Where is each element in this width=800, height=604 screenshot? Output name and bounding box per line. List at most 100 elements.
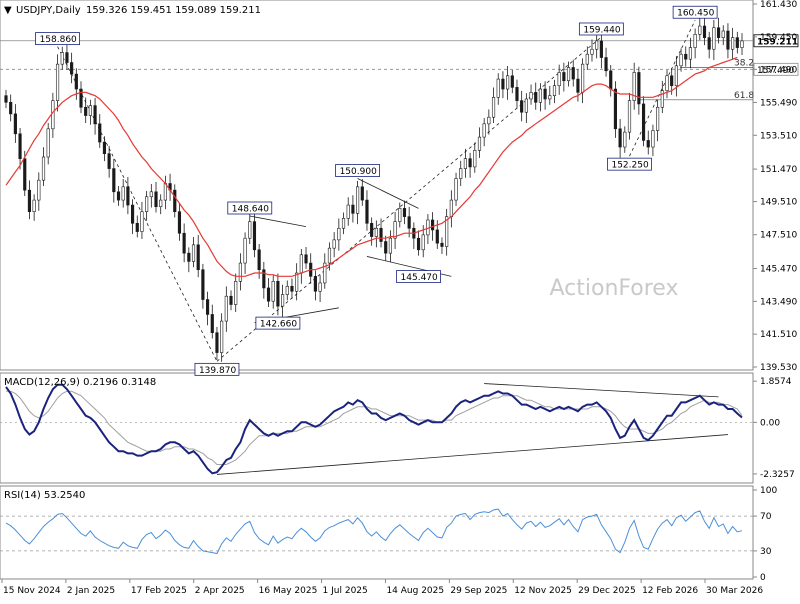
candle-body: [327, 247, 332, 264]
price-y-tick-label: 139.530: [760, 363, 797, 373]
candle-body: [145, 196, 149, 212]
candle-body: [618, 128, 622, 148]
x-tick-label: 17 Feb 2025: [131, 586, 187, 596]
candle-body: [341, 218, 346, 229]
candle-body: [735, 37, 739, 48]
candle-body: [651, 130, 655, 148]
price-label-box: [227, 201, 273, 215]
candle-body: [674, 65, 678, 87]
candle-body: [98, 123, 102, 143]
candle-body: [51, 100, 55, 130]
x-tick-label: 12 Nov 2025: [514, 586, 572, 596]
candle-body: [524, 98, 528, 113]
price-y-tick-label: 149.510: [760, 198, 797, 208]
fib-level-label: 61.8: [734, 91, 754, 101]
macd-y-tick-label: 0.00: [760, 418, 780, 428]
macd-trend-line: [216, 434, 728, 475]
candle-body: [557, 72, 561, 87]
candle-body: [538, 88, 543, 103]
candle-body: [248, 221, 252, 239]
macd-trend-line: [484, 383, 719, 398]
candle-body: [506, 75, 510, 90]
rsi-y-tick-label: 30: [760, 547, 772, 557]
candle-body: [13, 113, 17, 135]
price-y-tick-label: 143.490: [760, 297, 797, 307]
candle-body: [604, 57, 608, 72]
macd-group: 1.8574 0.00 -2.3257: [0, 377, 795, 480]
candle-body: [632, 72, 636, 101]
candle-body: [590, 48, 594, 55]
candle-body: [712, 27, 716, 50]
candle-body: [210, 314, 214, 333]
candle-body: [299, 254, 303, 274]
price-label-box: [335, 164, 380, 177]
x-tick-label: 15 Nov 2024: [3, 586, 61, 596]
candle-body: [41, 156, 46, 181]
candle-body: [159, 199, 163, 208]
candle-body: [37, 179, 41, 201]
candle-body: [407, 216, 411, 229]
candle-body: [276, 281, 280, 307]
x-tick-label: 1 Jul 2025: [323, 586, 368, 596]
candle-body: [402, 208, 407, 217]
price-level-tag: 159.211: [757, 37, 798, 47]
candle-body: [707, 37, 711, 50]
price-y-tick-label: 161.430: [760, 0, 797, 10]
candle-body: [262, 269, 266, 289]
x-tick-label: 30 Mar 2026: [706, 586, 763, 596]
price-trend-line: [357, 178, 419, 209]
candle-body: [323, 262, 327, 284]
candle-body: [130, 204, 135, 224]
price-labels: 158.860 139.870 148.640 142.660 150.900 145.4…: [35, 5, 718, 376]
candle-body: [609, 70, 613, 90]
rsi-y-tick-label: 100: [760, 486, 777, 496]
price-y-axis: 161.430 159.450 157.490 155.490 153.510 151.4…: [753, 0, 797, 373]
rsi-group: 100 70 30 0: [0, 486, 777, 583]
candle-body: [459, 168, 463, 179]
candle-body: [468, 158, 472, 168]
price-label-box: [607, 157, 652, 171]
candle-body: [477, 136, 482, 151]
candle-body: [684, 53, 688, 60]
price-level-tag-box: [753, 34, 799, 48]
price-trend-line: [57, 46, 218, 362]
candle-body: [660, 90, 664, 108]
x-axis: 15 Nov 2024 2 Jan 2025 17 Feb 2025 2 Apr 20…: [1, 579, 763, 596]
price-trend-line: [249, 215, 307, 227]
candle-body: [482, 123, 486, 138]
candle-body: [740, 40, 744, 48]
candle-body: [487, 116, 491, 125]
candle-body: [84, 106, 88, 116]
price-label: 159.440: [583, 25, 620, 35]
price-ma: [5, 56, 738, 277]
candle-body: [116, 191, 121, 201]
candle-body: [360, 186, 364, 201]
candle-body: [337, 227, 341, 241]
candle-body: [529, 92, 533, 100]
candle-body: [252, 221, 257, 251]
candle-body: [318, 282, 322, 292]
candle-body: [552, 85, 557, 96]
price-label-box: [672, 5, 718, 19]
macd-line: [5, 383, 743, 475]
candle-body: [32, 199, 36, 212]
header-arrow-icon: ▼: [4, 5, 12, 16]
candle-body: [515, 87, 519, 101]
price-y-tick-label: 159.450: [760, 33, 797, 43]
candle-body: [627, 100, 632, 133]
candle-body: [332, 239, 336, 249]
candle-body: [234, 281, 238, 305]
price-label: 152.250: [611, 161, 648, 171]
candle-body: [702, 25, 707, 38]
price-label-box: [255, 316, 301, 330]
candle-body: [585, 53, 589, 65]
candle-body: [23, 158, 27, 191]
candle-body: [9, 101, 13, 115]
candle-body: [313, 276, 317, 292]
candle-body: [229, 295, 233, 305]
candle-body: [431, 219, 435, 231]
candle-body: [149, 191, 153, 198]
price-y-tick-label: 147.510: [760, 231, 797, 241]
candle-body: [351, 204, 355, 214]
